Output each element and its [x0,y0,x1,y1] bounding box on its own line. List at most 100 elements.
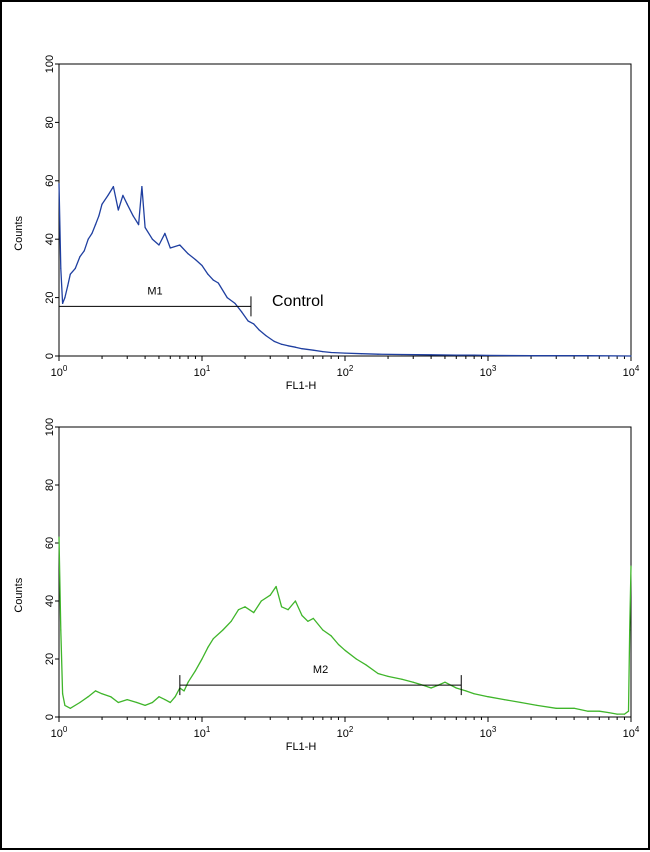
histogram-point [312,349,314,351]
x-tick-label: 102 [337,725,354,740]
histogram-point [169,701,171,704]
histogram-point [360,353,362,355]
histogram-point [587,710,589,712]
histogram-point [144,704,146,707]
histogram-point [183,690,185,692]
histogram-point [234,302,236,305]
top-histogram-panel: 0 20 40 60 80 100 100 101 102 103 104 FL1-H Counts M1… [13,55,640,392]
histogram-series-line [58,537,632,715]
x-tick-label: 101 [194,364,211,379]
y-tick-label: 60 [44,175,56,187]
y-tick-label: 40 [44,233,56,245]
histogram-point [280,343,283,345]
histogram-point [126,699,128,701]
histogram-point [275,585,277,588]
histogram-point [253,612,255,614]
histogram-point [169,247,171,249]
histogram-point [598,710,600,712]
y-tick-label: 0 [44,353,56,359]
gate-label: M1 [147,285,162,297]
x-tick-label: 104 [623,364,640,379]
histogram-point [217,282,219,284]
histogram-point [377,672,379,675]
histogram-series-line [58,183,632,357]
histogram-point [322,629,324,631]
histogram-point [455,687,457,689]
histogram-point [530,355,532,357]
histogram-point [344,352,346,354]
histogram-point [365,664,367,666]
histogram-point [312,617,314,620]
histogram-point [151,701,154,704]
y-axis-label: Counts [13,577,25,612]
control-annotation: Control [272,293,324,310]
histogram-point [112,186,114,188]
histogram-point [608,712,610,714]
histogram-point [377,353,379,355]
histogram-point [91,232,93,234]
histogram-point [201,264,203,267]
histogram-point [67,285,69,287]
x-tick-label: 102 [337,364,354,379]
histogram-point [294,346,297,348]
histogram-point [187,253,189,255]
y-tick-label: 20 [44,653,56,665]
histogram-point [87,238,89,240]
histogram-point [344,649,346,651]
histogram-point [58,183,60,185]
histogram-point [287,345,289,347]
histogram-point [60,629,62,631]
histogram-point [60,267,62,269]
x-tick-label: 100 [51,725,68,740]
histogram-point [194,670,197,672]
histogram-point [58,536,60,538]
histogram-point [630,565,632,567]
histogram-point [355,658,357,660]
y-tick-label: 0 [44,714,56,720]
histogram-point [117,209,119,211]
histogram-point [117,701,119,704]
bottom-histogram-panel: 0 20 40 60 80 100 100 101 102 103 104 FL1-H Counts M2 [13,418,640,753]
histogram-point [158,244,160,246]
histogram-point [207,646,209,649]
x-tick-label: 103 [480,725,497,740]
histogram-point [616,713,618,715]
histogram-point [69,273,71,275]
histogram-point [587,355,589,357]
histogram-point [179,244,181,246]
histogram-point [629,629,631,631]
histogram-point [287,609,289,611]
histogram-point [79,701,81,704]
histogram-point [74,267,76,269]
y-tick-label: 100 [44,418,56,436]
histogram-point [83,250,85,252]
histogram-point [260,600,262,602]
y-axis-label: Counts [13,215,25,250]
histogram-point [94,224,97,226]
x-tick-label: 100 [51,364,68,379]
histogram-point [164,232,166,234]
histogram-point [520,701,522,704]
histogram-point [301,348,303,350]
histogram-point [101,203,103,205]
histogram-point [247,320,249,322]
histogram-point [187,681,189,683]
histogram-point [230,620,232,622]
histogram-point [294,600,297,602]
x-axis-label: FL1-H [286,380,317,392]
histogram-point [141,186,143,188]
histogram-point [212,279,214,281]
x-axis-label: FL1-H [286,741,317,753]
histogram-point [503,699,505,701]
histogram-point [136,701,138,704]
histogram-point [430,354,432,356]
histogram-point [258,329,260,331]
x-tick-label: 104 [623,725,640,740]
histogram-point [62,693,64,695]
histogram-point [536,704,538,707]
histogram-point [330,351,332,354]
histogram-point [455,354,457,356]
histogram-point [444,681,446,683]
histogram-point [627,710,630,712]
histogram-point [164,699,166,701]
